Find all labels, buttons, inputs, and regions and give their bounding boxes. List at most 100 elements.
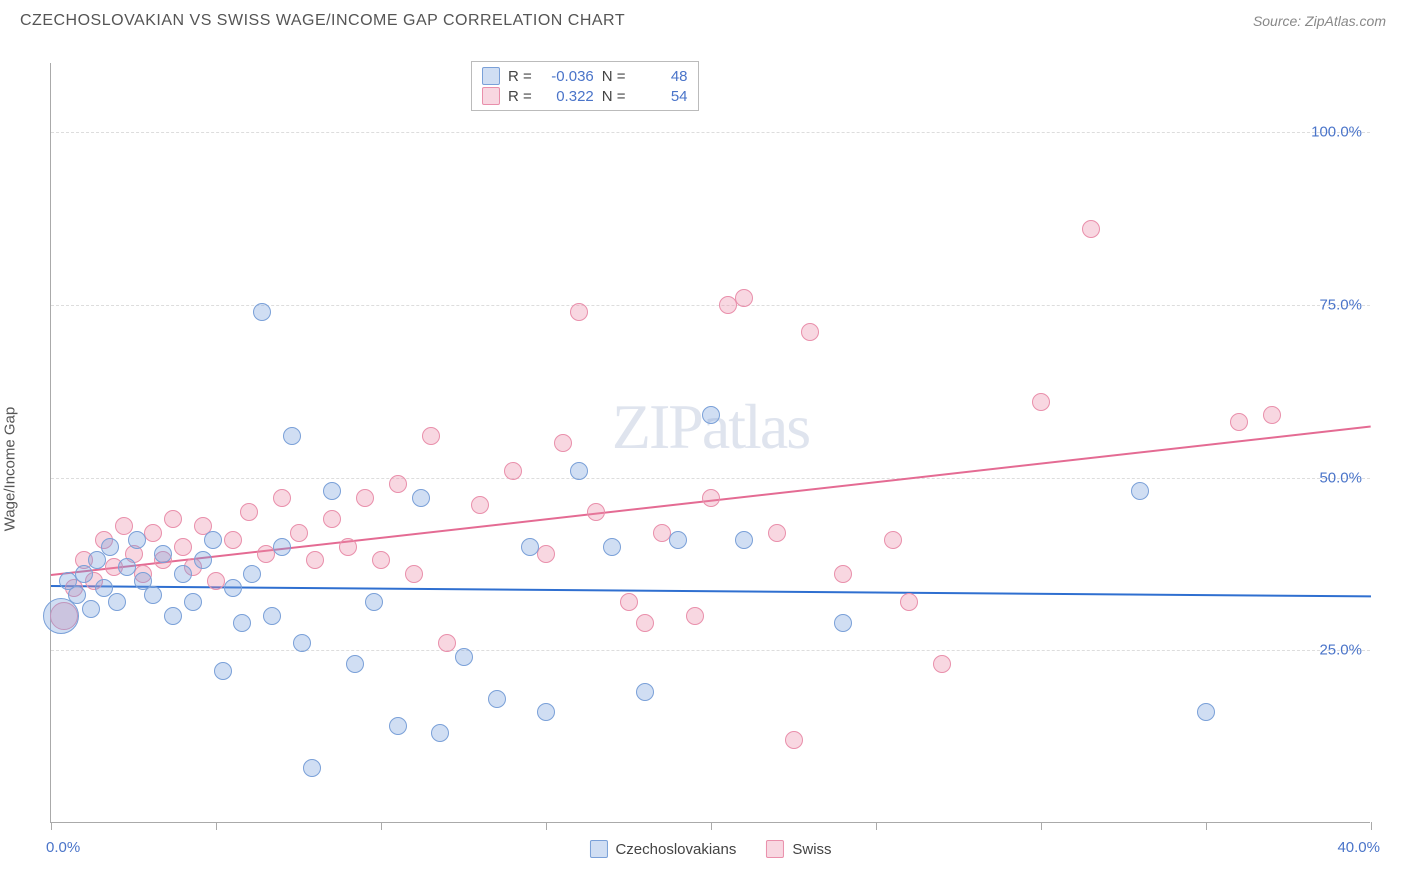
chart-source: Source: ZipAtlas.com [1253, 13, 1386, 29]
scatter-point-swiss [1263, 406, 1281, 424]
stat-n-swiss: 54 [634, 88, 688, 105]
scatter-point-czech [293, 634, 311, 652]
scatter-point-czech [101, 538, 119, 556]
scatter-point-czech [455, 648, 473, 666]
swatch-swiss-icon [482, 87, 500, 105]
y-axis-label: Wage/Income Gap [2, 406, 19, 531]
legend-item-swiss: Swiss [766, 840, 831, 858]
scatter-point-swiss [801, 323, 819, 341]
scatter-point-czech [669, 531, 687, 549]
scatter-point-swiss [273, 489, 291, 507]
stats-row-swiss: R = 0.322 N = 54 [482, 86, 688, 106]
gridline [51, 478, 1370, 479]
scatter-point-swiss [1032, 393, 1050, 411]
chart-header: CZECHOSLOVAKIAN VS SWISS WAGE/INCOME GAP… [0, 0, 1406, 38]
scatter-point-swiss [587, 503, 605, 521]
scatter-point-czech [118, 558, 136, 576]
scatter-point-swiss [785, 731, 803, 749]
stats-legend-box: R = -0.036 N = 48 R = 0.322 N = 54 [471, 61, 699, 111]
scatter-point-swiss [290, 524, 308, 542]
stats-row-czech: R = -0.036 N = 48 [482, 66, 688, 86]
legend-bottom: Czechoslovakians Swiss [589, 840, 831, 858]
stat-r-label: R = [508, 68, 532, 85]
scatter-point-swiss [306, 551, 324, 569]
scatter-point-czech [174, 565, 192, 583]
stat-r-swiss: 0.322 [540, 88, 594, 105]
scatter-point-czech [537, 703, 555, 721]
scatter-point-swiss [471, 496, 489, 514]
scatter-point-czech [243, 565, 261, 583]
y-tick-label: 75.0% [1319, 296, 1362, 313]
scatter-point-czech [263, 607, 281, 625]
scatter-point-czech [108, 593, 126, 611]
scatter-point-czech [431, 724, 449, 742]
plot-area: ZIPatlas R = -0.036 N = 48 R = 0.322 N =… [50, 63, 1370, 823]
scatter-point-swiss [224, 531, 242, 549]
stat-r-czech: -0.036 [540, 68, 594, 85]
scatter-point-swiss [504, 462, 522, 480]
scatter-point-czech [82, 600, 100, 618]
scatter-point-swiss [933, 655, 951, 673]
scatter-point-swiss [422, 427, 440, 445]
scatter-point-swiss [719, 296, 737, 314]
scatter-point-czech [570, 462, 588, 480]
scatter-point-czech [1131, 482, 1149, 500]
scatter-point-czech [75, 565, 93, 583]
chart-title: CZECHOSLOVAKIAN VS SWISS WAGE/INCOME GAP… [20, 12, 625, 30]
scatter-point-czech [365, 593, 383, 611]
gridline [51, 132, 1370, 133]
scatter-point-swiss [405, 565, 423, 583]
scatter-point-swiss [144, 524, 162, 542]
legend-label-swiss: Swiss [792, 841, 831, 858]
y-tick-label: 100.0% [1311, 124, 1362, 141]
swatch-czech-icon [482, 67, 500, 85]
scatter-point-czech [204, 531, 222, 549]
scatter-point-czech [702, 406, 720, 424]
legend-label-czech: Czechoslovakians [615, 841, 736, 858]
scatter-point-swiss [389, 475, 407, 493]
scatter-point-swiss [735, 289, 753, 307]
scatter-point-swiss [323, 510, 341, 528]
scatter-point-swiss [636, 614, 654, 632]
stat-n-label: N = [602, 88, 626, 105]
stat-n-label: N = [602, 68, 626, 85]
x-tick [711, 822, 712, 830]
scatter-point-swiss [900, 593, 918, 611]
scatter-point-czech [283, 427, 301, 445]
scatter-point-swiss [653, 524, 671, 542]
scatter-point-swiss [240, 503, 258, 521]
scatter-point-czech [389, 717, 407, 735]
legend-item-czech: Czechoslovakians [589, 840, 736, 858]
x-tick-label: 0.0% [46, 839, 80, 856]
scatter-point-czech [224, 579, 242, 597]
scatter-point-swiss [686, 607, 704, 625]
trend-line [51, 585, 1371, 597]
scatter-point-swiss [884, 531, 902, 549]
scatter-point-swiss [174, 538, 192, 556]
scatter-point-swiss [768, 524, 786, 542]
scatter-point-swiss [702, 489, 720, 507]
x-tick [1371, 822, 1372, 830]
gridline [51, 650, 1370, 651]
scatter-point-czech [521, 538, 539, 556]
x-tick [1206, 822, 1207, 830]
scatter-point-czech [88, 551, 106, 569]
scatter-point-swiss [537, 545, 555, 563]
x-tick [51, 822, 52, 830]
stat-r-label: R = [508, 88, 532, 105]
scatter-point-swiss [834, 565, 852, 583]
scatter-point-czech [735, 531, 753, 549]
scatter-point-czech [636, 683, 654, 701]
y-tick-label: 50.0% [1319, 469, 1362, 486]
x-tick [546, 822, 547, 830]
scatter-point-czech [184, 593, 202, 611]
scatter-point-czech [253, 303, 271, 321]
y-tick-label: 25.0% [1319, 642, 1362, 659]
scatter-point-swiss [1230, 413, 1248, 431]
scatter-point-swiss [164, 510, 182, 528]
x-tick [876, 822, 877, 830]
scatter-point-czech [144, 586, 162, 604]
scatter-point-czech [214, 662, 232, 680]
scatter-point-czech [488, 690, 506, 708]
x-tick [216, 822, 217, 830]
